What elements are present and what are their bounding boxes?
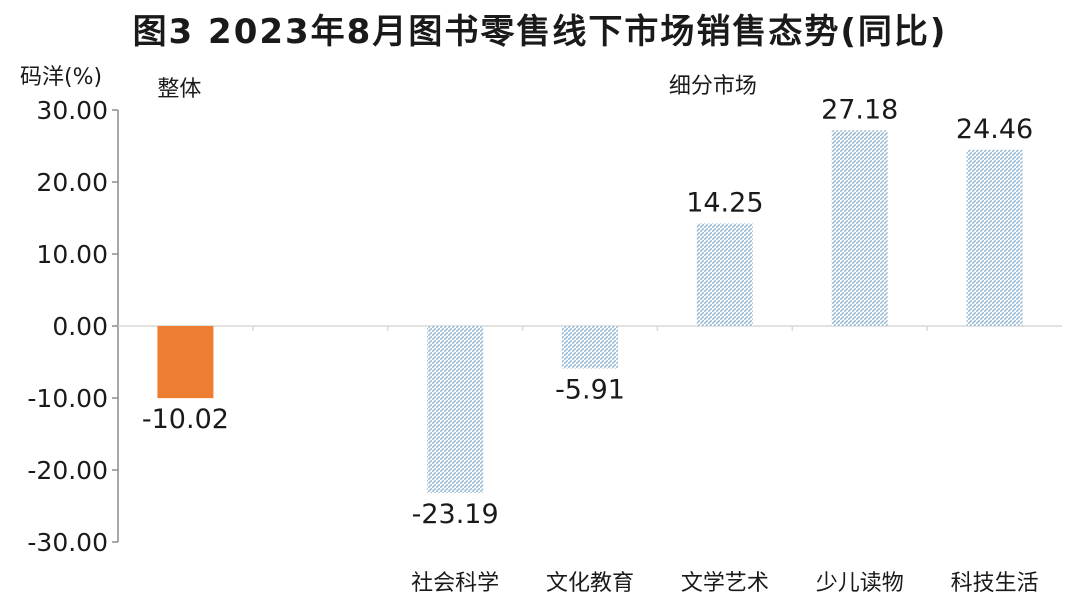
y-tick-label: -10.00 xyxy=(27,384,108,413)
data-label: 24.46 xyxy=(956,114,1033,145)
bar-3 xyxy=(562,326,618,369)
bar-4 xyxy=(696,223,753,326)
group-label-overall: 整体 xyxy=(157,77,201,102)
y-axis-label: 码洋(%) xyxy=(20,65,102,90)
bar-2 xyxy=(427,326,484,493)
chart-title: 图3 2023年8月图书零售线下市场销售态势(同比) xyxy=(132,12,948,52)
bar-5 xyxy=(831,130,888,326)
data-label: 27.18 xyxy=(821,94,898,125)
y-tick-label: 30.00 xyxy=(36,96,108,125)
bar-overall xyxy=(157,326,214,399)
x-tick-label: 社会科学 xyxy=(411,571,499,596)
y-tick-label: 10.00 xyxy=(36,240,108,269)
group-label-segments: 细分市场 xyxy=(669,74,757,99)
x-tick-label: 文学艺术 xyxy=(681,571,769,596)
data-label: -23.19 xyxy=(412,499,499,530)
x-tick-label: 文化教育 xyxy=(546,571,634,596)
y-tick-label: 20.00 xyxy=(36,168,108,197)
data-label: 14.25 xyxy=(686,187,763,218)
y-tick-label: -30.00 xyxy=(27,528,108,557)
data-label: -5.91 xyxy=(555,375,625,406)
y-tick-label: -20.00 xyxy=(27,456,108,485)
bar-6 xyxy=(966,149,1023,326)
x-tick-label: 少儿读物 xyxy=(816,571,904,596)
x-tick-label: 科技生活 xyxy=(951,571,1039,596)
data-label: -10.02 xyxy=(142,404,229,435)
y-tick-label: 0.00 xyxy=(52,312,108,341)
